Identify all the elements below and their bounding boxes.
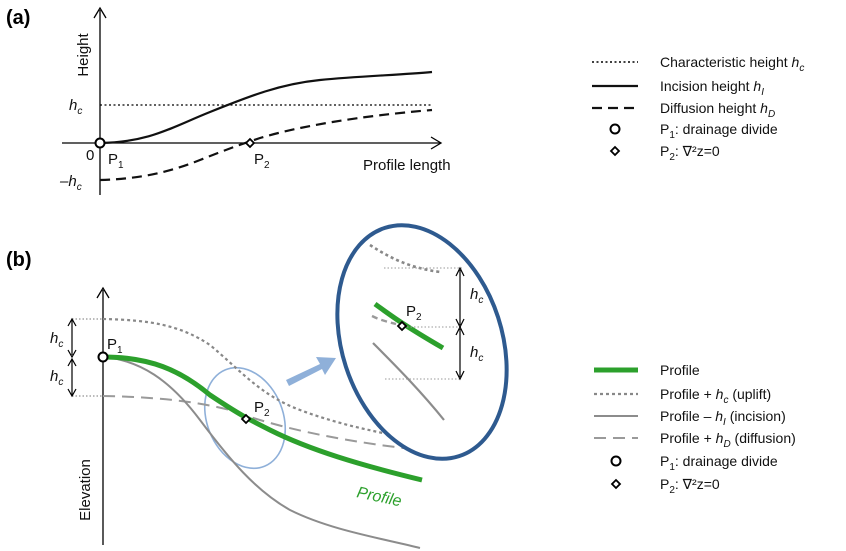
panel-a-tick-hc: hc bbox=[69, 97, 82, 117]
zoom-p2-marker bbox=[396, 320, 408, 332]
panel-a-p1-label: P1 bbox=[108, 151, 124, 171]
panel-a-y-arrowhead bbox=[93, 6, 107, 19]
panel-a-p2-marker bbox=[244, 137, 256, 149]
legend-b-item-incision: Profile – hI (incision) bbox=[660, 408, 786, 428]
legend-b: Profile Profile + hc (uplift) Profile – … bbox=[594, 362, 796, 496]
legend-b-item-profile: Profile bbox=[660, 362, 700, 378]
legend-a-item-p1: P1: drainage divide bbox=[660, 121, 778, 141]
panel-b-p2-label: P2 bbox=[254, 399, 270, 419]
zoom-hc-label-lower: hc bbox=[470, 344, 483, 364]
panel-a-x-label: Profile length bbox=[363, 157, 451, 174]
panel-b-y-label: Elevation bbox=[77, 459, 94, 521]
zoom-arrow-icon bbox=[286, 357, 336, 386]
panel-b-p1-marker bbox=[97, 351, 109, 363]
legend-a-p2-diamond-icon bbox=[609, 145, 621, 157]
panel-b: (b) Elevation hc hc Profile P1 P2 bbox=[6, 223, 509, 549]
legend-a: Characteristic height hc Incision height… bbox=[592, 54, 804, 163]
zoom-ellipse bbox=[335, 223, 509, 461]
panel-a-tick-zero: 0 bbox=[86, 147, 94, 164]
panel-a-x-arrowhead bbox=[430, 136, 443, 150]
zoom-diffusion-curve bbox=[371, 314, 397, 326]
panel-b-uplift-curve bbox=[102, 317, 426, 443]
zoom-hc-lower-arrowheads bbox=[455, 325, 465, 381]
legend-a-item-p2: P2: ∇²z=0 bbox=[660, 143, 720, 163]
panel-b-hc-label-upper: hc bbox=[50, 330, 63, 350]
panel-b-hc-upper-arrowheads bbox=[67, 317, 77, 359]
panel-a-incision-height-curve bbox=[99, 70, 433, 145]
legend-b-item-diffusion: Profile + hD (diffusion) bbox=[660, 430, 796, 450]
legend-b-item-p1: P1: drainage divide bbox=[660, 453, 778, 473]
panel-b-incision-curve bbox=[102, 356, 421, 549]
legend-a-item-diffusion: Diffusion height hD bbox=[660, 100, 775, 120]
zoom-uplift-curve bbox=[369, 243, 441, 274]
panel-b-y-arrowhead bbox=[96, 286, 110, 299]
legend-a-item-incision: Incision height hI bbox=[660, 78, 764, 98]
zoom-profile-curve bbox=[373, 301, 445, 351]
panel-b-diffusion-curve bbox=[102, 395, 421, 451]
panel-a-tick-minus-hc: –hc bbox=[59, 173, 82, 193]
zoom-p2-label: P2 bbox=[406, 303, 422, 323]
panel-b-label: (b) bbox=[6, 249, 32, 271]
panel-b-p2-marker bbox=[240, 413, 252, 425]
legend-a-p1-circle-icon bbox=[609, 123, 621, 135]
panel-a-label: (a) bbox=[6, 7, 30, 29]
panel-a-p1-marker bbox=[94, 137, 106, 149]
zoom-hc-label-upper: hc bbox=[470, 286, 483, 306]
panel-a-y-label: Height bbox=[75, 32, 92, 76]
panel-b-profile-curve-label: Profile bbox=[355, 484, 403, 510]
panel-a: (a) Height hc 0 –hc P1 P2 Profile length bbox=[6, 6, 451, 195]
panel-b-hc-label-lower: hc bbox=[50, 368, 63, 388]
legend-b-p1-circle-icon bbox=[610, 455, 622, 467]
legend-b-p2-diamond-icon bbox=[610, 478, 622, 490]
zoom-incision-curve bbox=[372, 342, 445, 421]
legend-b-item-uplift: Profile + hc (uplift) bbox=[660, 386, 771, 406]
panel-a-p2-label: P2 bbox=[254, 151, 270, 171]
legend-b-item-p2: P2: ∇²z=0 bbox=[660, 476, 720, 496]
panel-b-hc-lower-arrowheads bbox=[67, 357, 77, 398]
panel-b-p1-label: P1 bbox=[107, 336, 123, 356]
legend-a-item-characteristic: Characteristic height hc bbox=[660, 54, 804, 74]
zoom-inset: hc hc P2 bbox=[335, 223, 509, 461]
